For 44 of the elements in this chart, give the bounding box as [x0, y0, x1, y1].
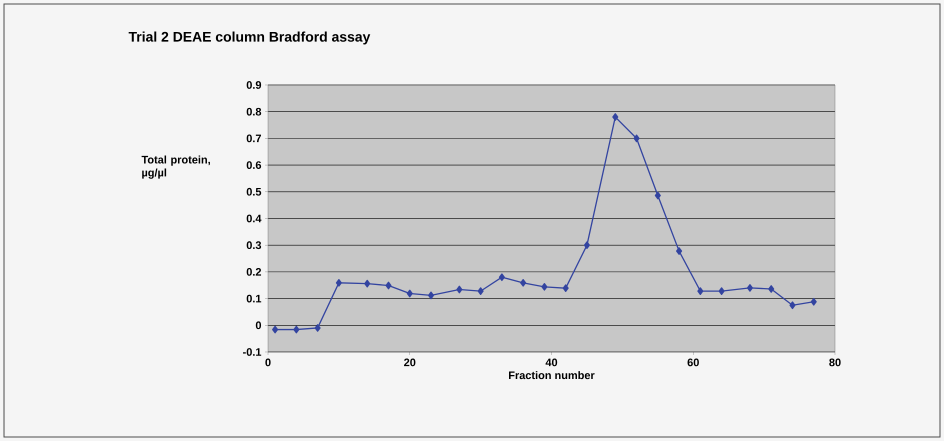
y-tick-label: 0.4 — [246, 214, 262, 222]
point — [768, 285, 774, 293]
point — [428, 292, 434, 300]
y-tick-label: 0.7 — [246, 134, 262, 142]
y-tick-label: -0.1 — [243, 348, 262, 356]
y-tick-label: 0.5 — [246, 188, 262, 196]
point — [385, 282, 392, 290]
x-tick-label: 80 — [829, 358, 841, 366]
y-tick-label: 0.1 — [246, 294, 262, 302]
y-tick-label: 0 — [256, 321, 262, 330]
point — [478, 287, 484, 295]
point — [456, 286, 462, 294]
point — [746, 284, 754, 292]
y-axis-title: Total protein, µg/µl — [142, 156, 210, 179]
point — [718, 287, 725, 295]
point — [634, 134, 640, 142]
point — [654, 192, 661, 200]
point — [272, 326, 278, 334]
point — [584, 241, 590, 250]
y-tick-label: 0.6 — [246, 161, 262, 169]
y-tick-label: 0.8 — [246, 108, 262, 116]
point — [336, 278, 342, 287]
point — [406, 290, 413, 298]
point — [541, 282, 548, 291]
point — [697, 287, 704, 295]
point — [498, 273, 505, 282]
y-tick-label: 0.3 — [246, 241, 262, 250]
y-tick-label: 0.2 — [246, 268, 262, 276]
x-tick-label: 20 — [404, 358, 416, 366]
x-tick-label: 0 — [265, 358, 271, 366]
x-axis-title: Fraction number — [509, 371, 595, 380]
point — [314, 324, 321, 332]
point — [789, 301, 796, 310]
chart-title: Trial 2 DEAE column Bradford assay — [128, 31, 370, 44]
point — [520, 278, 526, 287]
point — [364, 280, 370, 288]
point — [676, 247, 682, 255]
point — [612, 113, 618, 121]
point — [562, 284, 569, 292]
x-tick-label: 40 — [546, 358, 558, 366]
point — [810, 298, 817, 306]
x-tick-label: 60 — [688, 358, 699, 366]
y-tick-label: 0.9 — [246, 81, 262, 89]
point — [293, 326, 300, 334]
